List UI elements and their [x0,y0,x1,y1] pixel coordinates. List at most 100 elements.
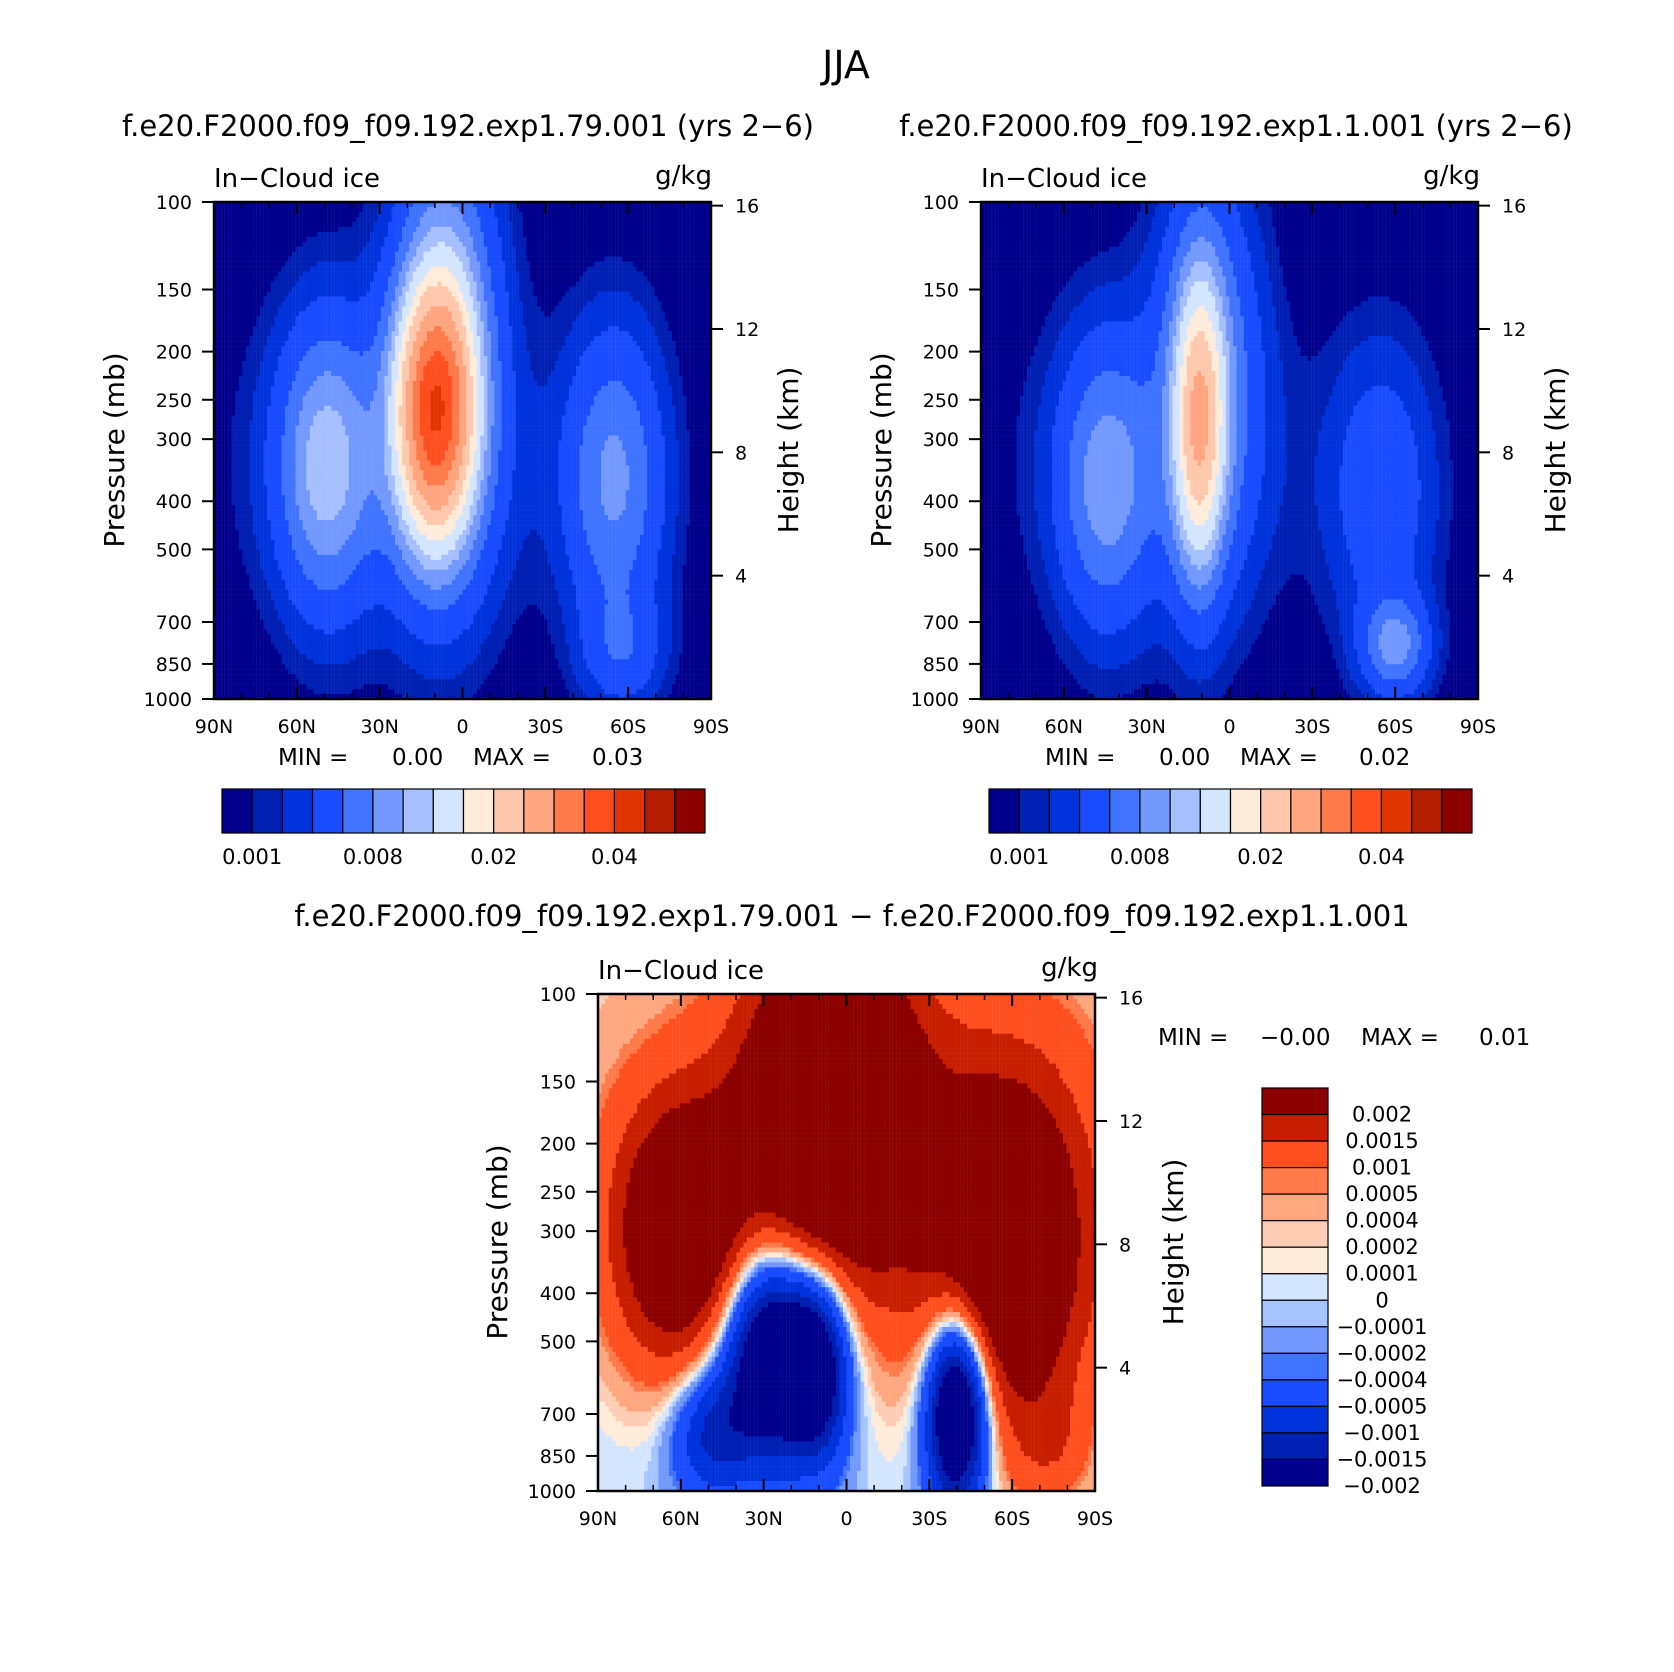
field-cell [419,326,424,332]
field-cell [533,221,538,228]
field-cell [487,231,492,238]
field-cell [487,366,492,372]
field-cell [600,261,605,267]
field-cell [508,266,513,272]
field-cell [430,246,435,252]
field-cell [377,266,382,272]
field-cell [512,241,516,247]
field-cell [345,221,350,228]
field-cell [451,246,456,252]
field-cell [650,251,655,257]
field-cell [544,331,548,337]
field-cell [526,251,531,257]
field-cell [334,206,339,213]
field-cell [579,316,584,322]
field-cell [554,206,559,213]
field-cell [512,246,516,252]
field-cell [384,206,389,213]
field-cell [285,216,289,223]
field-cell [441,271,445,277]
field-cell [505,351,509,357]
field-cell [558,336,563,342]
field-cell [526,226,531,233]
field-cell [494,296,499,302]
field-cell [625,276,630,282]
field-cell [352,211,357,218]
field-cell [650,311,655,317]
field-cell [640,351,644,357]
field-cell [295,291,300,297]
field-cell [380,346,385,352]
field-cell [679,326,683,332]
field-cell [469,296,474,302]
field-cell [430,375,435,382]
field-cell [281,281,286,287]
field-cell [356,281,360,287]
field-cell [285,206,289,213]
field-cell [444,311,449,317]
field-cell [487,286,492,292]
field-cell [700,291,705,297]
field-cell [405,356,410,362]
field-cell [632,241,637,247]
field-cell [696,326,701,332]
field-cell [373,346,378,352]
field-cell [615,296,619,302]
field-cell [356,326,360,332]
field-cell [679,281,683,287]
field-cell [494,286,499,292]
field-cell [597,331,602,337]
field-cell [554,281,559,287]
field-cell [338,341,342,347]
field-cell [299,301,303,307]
field-cell [359,251,364,257]
field-cell [402,301,406,307]
field-cell [366,226,371,233]
field-cell [324,271,328,277]
field-cell [253,231,257,238]
field-cell [561,236,566,243]
field-cell [576,321,580,327]
field-cell [526,346,531,352]
field-cell [295,266,300,272]
field-cell [547,286,552,292]
field-cell [221,266,225,272]
field-cell [285,241,289,247]
field-cell [327,321,332,327]
field-cell [309,311,314,317]
field-cell [363,331,367,337]
field-cell [540,361,545,367]
field-cell [703,321,708,327]
field-cell [285,351,289,357]
field-cell [480,256,484,262]
field-cell [334,236,339,243]
field-cell [693,251,697,257]
field-cell [671,261,676,267]
field-cell [643,326,648,332]
field-cell [398,226,403,233]
field-cell [508,346,513,352]
field-cell [281,286,286,292]
field-cell [671,236,676,243]
field-cell [608,291,612,297]
field-cell [508,286,513,292]
field-cell [395,231,399,238]
field-cell [700,316,705,322]
field-cell [512,226,516,233]
field-cell [483,291,488,297]
field-cell [434,251,438,257]
field-cell [654,291,658,297]
field-cell [345,346,350,352]
field-cell [263,301,268,307]
field-cell [224,266,229,272]
field-cell [466,370,470,377]
field-cell [583,266,587,272]
field-cell [693,316,697,322]
field-cell [448,311,453,317]
field-cell [526,221,531,228]
field-cell [345,336,350,342]
field-cell [380,291,385,297]
field-cell [274,321,279,327]
field-cell [629,370,634,377]
field-cell [245,271,250,277]
